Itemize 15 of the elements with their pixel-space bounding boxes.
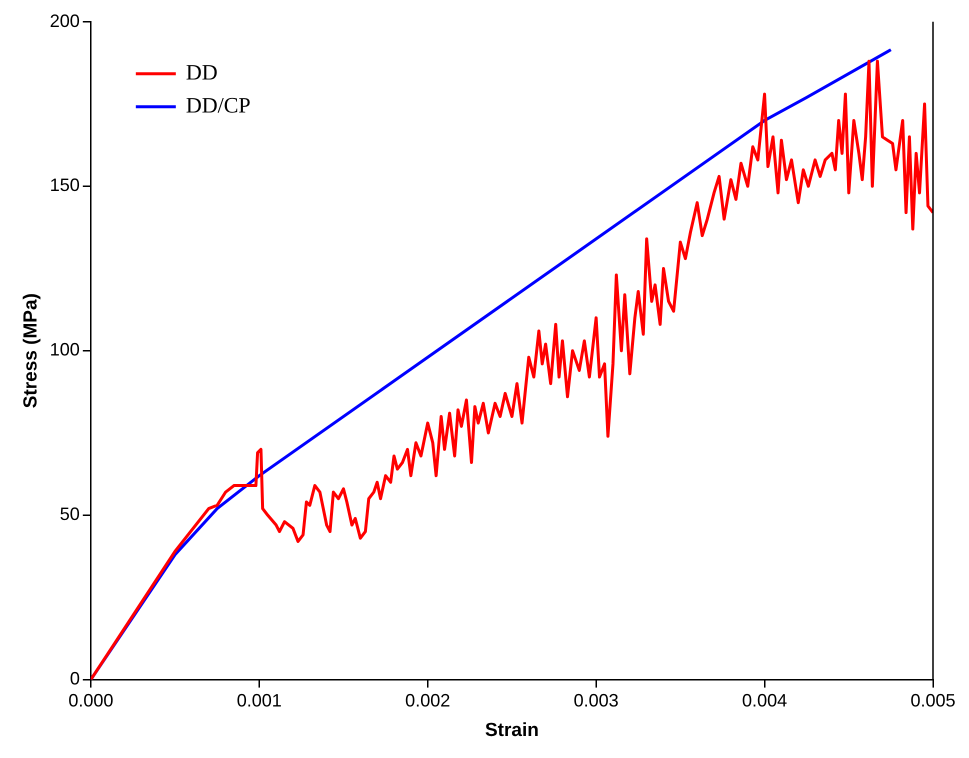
y-tick-label: 0 bbox=[70, 668, 80, 689]
x-tick-label: 0.005 bbox=[910, 690, 956, 710]
x-axis-title: Strain bbox=[484, 720, 539, 741]
y-tick-label: 50 bbox=[60, 504, 80, 524]
x-tick-label: 0.004 bbox=[742, 690, 788, 710]
legend-label: DD bbox=[186, 60, 218, 85]
legend-label: DD/CP bbox=[186, 92, 251, 118]
x-tick-label: 0.002 bbox=[405, 690, 450, 710]
x-tick-label: 0.003 bbox=[574, 690, 619, 710]
y-tick-label: 100 bbox=[50, 340, 80, 360]
x-tick-label: 0.001 bbox=[236, 690, 282, 710]
x-tick-label: 0.000 bbox=[68, 690, 114, 710]
y-axis-title: Stress (MPa) bbox=[20, 293, 42, 408]
y-tick-label: 150 bbox=[50, 175, 80, 196]
y-tick-label: 200 bbox=[50, 10, 80, 31]
